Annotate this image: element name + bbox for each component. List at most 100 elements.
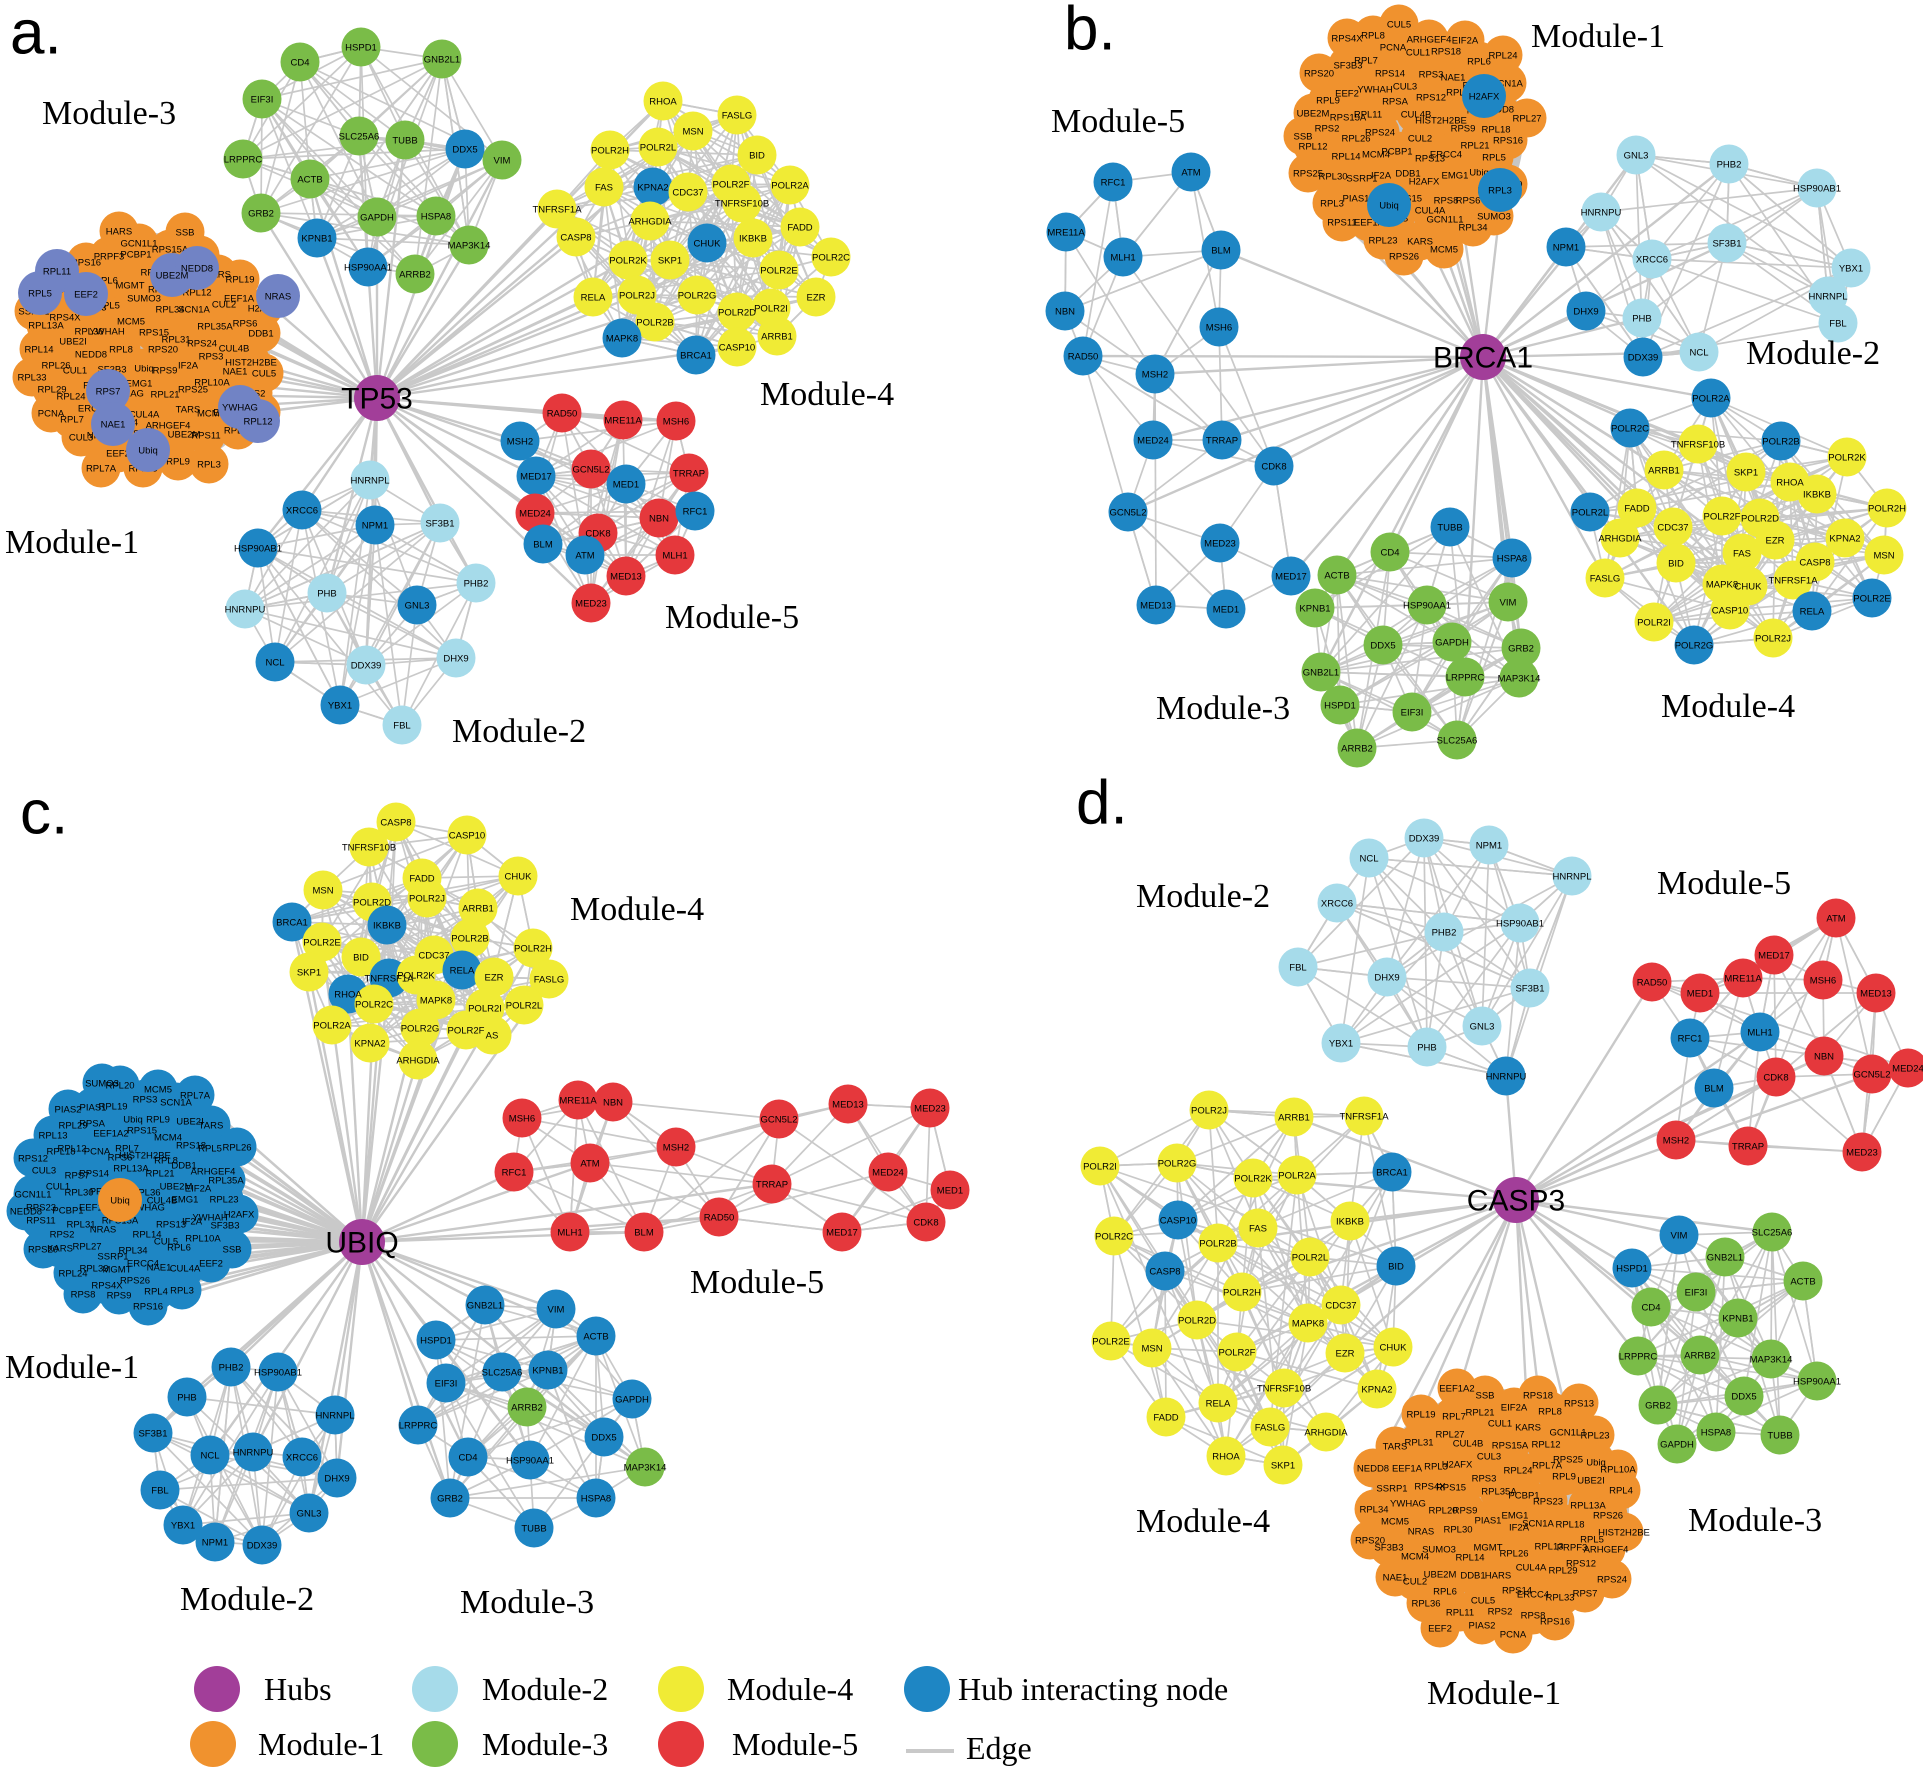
svg-text:RFC1: RFC1 (502, 1167, 527, 1178)
svg-text:MSN: MSN (1873, 550, 1894, 561)
svg-text:TP53: TP53 (341, 383, 413, 416)
svg-text:SLC25A6: SLC25A6 (339, 131, 380, 142)
svg-text:Module-4: Module-4 (727, 1671, 853, 1707)
svg-text:SSB: SSB (1293, 131, 1312, 142)
svg-text:RPS25: RPS25 (1293, 168, 1323, 179)
svg-text:EEF1A: EEF1A (79, 1202, 110, 1213)
svg-text:GNL3: GNL3 (1470, 1021, 1495, 1032)
svg-text:CHUK: CHUK (505, 871, 533, 882)
svg-text:ERCC4: ERCC4 (1517, 1589, 1549, 1600)
svg-text:TNFRSF10B: TNFRSF10B (342, 842, 396, 853)
svg-text:MED1: MED1 (1687, 988, 1713, 999)
svg-text:Module-4: Module-4 (570, 891, 704, 928)
svg-text:PIAS2: PIAS2 (55, 1104, 82, 1115)
svg-text:RPS16: RPS16 (1540, 1616, 1570, 1627)
svg-text:CASP8: CASP8 (1149, 1266, 1180, 1277)
svg-text:RPL3: RPL3 (1320, 198, 1344, 209)
svg-text:RPL8: RPL8 (1361, 30, 1385, 41)
svg-text:NBN: NBN (1055, 306, 1075, 317)
svg-text:RPS9: RPS9 (1451, 123, 1476, 134)
svg-text:POLR2A: POLR2A (771, 180, 809, 191)
svg-text:YBX1: YBX1 (328, 700, 352, 711)
svg-text:HIST2H2BE: HIST2H2BE (119, 1150, 171, 1161)
svg-text:RPS15A: RPS15A (152, 244, 189, 255)
svg-text:MED24: MED24 (1892, 1063, 1923, 1074)
svg-text:RPL13A: RPL13A (1570, 1500, 1606, 1511)
svg-text:RPL29: RPL29 (58, 1120, 87, 1131)
svg-text:Module-1: Module-1 (1427, 1675, 1561, 1712)
svg-text:RHOA: RHOA (649, 96, 677, 107)
svg-text:RPS25: RPS25 (178, 384, 208, 395)
svg-text:BID: BID (749, 150, 765, 161)
svg-text:LRPPRC: LRPPRC (224, 154, 263, 165)
svg-text:RPS23: RPS23 (1533, 1496, 1563, 1507)
svg-text:CD4: CD4 (1380, 547, 1399, 558)
svg-text:RPL9: RPL9 (1316, 95, 1340, 106)
svg-text:CDK8: CDK8 (1261, 461, 1286, 472)
svg-text:POLR2C: POLR2C (355, 999, 393, 1010)
svg-text:RPL31: RPL31 (66, 1219, 95, 1230)
svg-text:MED13: MED13 (1140, 600, 1172, 611)
svg-text:RPL11: RPL11 (43, 266, 71, 277)
svg-text:NBN: NBN (649, 513, 669, 524)
svg-text:SCN1A: SCN1A (160, 1097, 192, 1108)
svg-text:Module-5: Module-5 (1051, 103, 1185, 140)
svg-text:RAD50: RAD50 (1637, 977, 1668, 988)
svg-text:RPS13: RPS13 (1415, 153, 1445, 164)
svg-text:Ubiq: Ubiq (123, 1114, 143, 1125)
svg-text:RPS3: RPS3 (133, 1094, 158, 1105)
svg-text:YBX1: YBX1 (1839, 263, 1863, 274)
svg-text:ARHGDIA: ARHGDIA (396, 1055, 440, 1066)
svg-text:HSPA8: HSPA8 (1701, 1427, 1731, 1438)
svg-text:MAP3K14: MAP3K14 (1750, 1354, 1793, 1365)
svg-text:POLR2H: POLR2H (591, 145, 629, 156)
svg-text:RPL30: RPL30 (1443, 1524, 1472, 1535)
svg-text:RPS24: RPS24 (1365, 127, 1395, 138)
svg-text:RPL26: RPL26 (1499, 1548, 1528, 1559)
svg-text:MED13: MED13 (832, 1099, 864, 1110)
svg-text:GRB2: GRB2 (1508, 643, 1534, 654)
svg-text:TARS: TARS (1383, 1441, 1408, 1452)
svg-text:HSPD1: HSPD1 (345, 42, 377, 53)
svg-text:HARS: HARS (106, 226, 132, 237)
svg-text:SUMO3: SUMO3 (127, 293, 161, 304)
svg-text:PCNA: PCNA (84, 1146, 111, 1157)
svg-text:MAPK8: MAPK8 (1706, 579, 1738, 590)
svg-text:GRB2: GRB2 (1645, 1400, 1671, 1411)
svg-text:KARS: KARS (205, 269, 231, 280)
svg-text:CUL2: CUL2 (1403, 1576, 1427, 1587)
svg-text:TNFRSF10B: TNFRSF10B (1671, 439, 1725, 450)
svg-text:DDX5: DDX5 (1370, 640, 1395, 651)
svg-text:IKBKB: IKBKB (373, 920, 401, 931)
svg-text:RPS9: RPS9 (107, 1290, 132, 1301)
svg-text:Module-5: Module-5 (665, 599, 799, 636)
svg-text:RPL10A: RPL10A (194, 377, 230, 388)
svg-text:PHB: PHB (177, 1392, 197, 1403)
svg-text:Ubiq: Ubiq (1469, 167, 1489, 178)
svg-text:RPL26: RPL26 (41, 360, 70, 371)
svg-text:EEF1A: EEF1A (224, 293, 255, 304)
svg-text:ARHGEF4: ARHGEF4 (1407, 34, 1452, 45)
svg-text:ATM: ATM (1181, 167, 1200, 178)
svg-text:RPL5: RPL5 (96, 300, 120, 311)
svg-text:GNL3: GNL3 (297, 1508, 322, 1519)
svg-text:GNB2L1: GNB2L1 (467, 1300, 503, 1311)
svg-text:FASLG: FASLG (1255, 1422, 1286, 1433)
svg-text:IF2A: IF2A (182, 1216, 203, 1227)
svg-text:SLC25A6: SLC25A6 (482, 1367, 523, 1378)
svg-text:SSRP1: SSRP1 (1346, 173, 1377, 184)
svg-text:RPS18: RPS18 (176, 1140, 206, 1151)
svg-text:HSP90AB1: HSP90AB1 (254, 1367, 302, 1378)
svg-text:BLM: BLM (634, 1227, 654, 1238)
svg-text:HSP90AB1: HSP90AB1 (1496, 918, 1544, 929)
svg-text:RPSA: RPSA (1382, 96, 1409, 107)
svg-text:NBN: NBN (1814, 1051, 1834, 1062)
svg-text:BRCA1: BRCA1 (680, 350, 712, 361)
svg-text:MED17: MED17 (826, 1227, 858, 1238)
svg-text:SF3B1: SF3B1 (425, 518, 454, 529)
svg-text:XRCC6: XRCC6 (1321, 898, 1353, 909)
svg-text:POLR2L: POLR2L (506, 1000, 542, 1011)
svg-text:DDB1: DDB1 (1460, 1570, 1485, 1581)
svg-text:MED17: MED17 (1275, 571, 1307, 582)
svg-text:BID: BID (353, 952, 369, 963)
